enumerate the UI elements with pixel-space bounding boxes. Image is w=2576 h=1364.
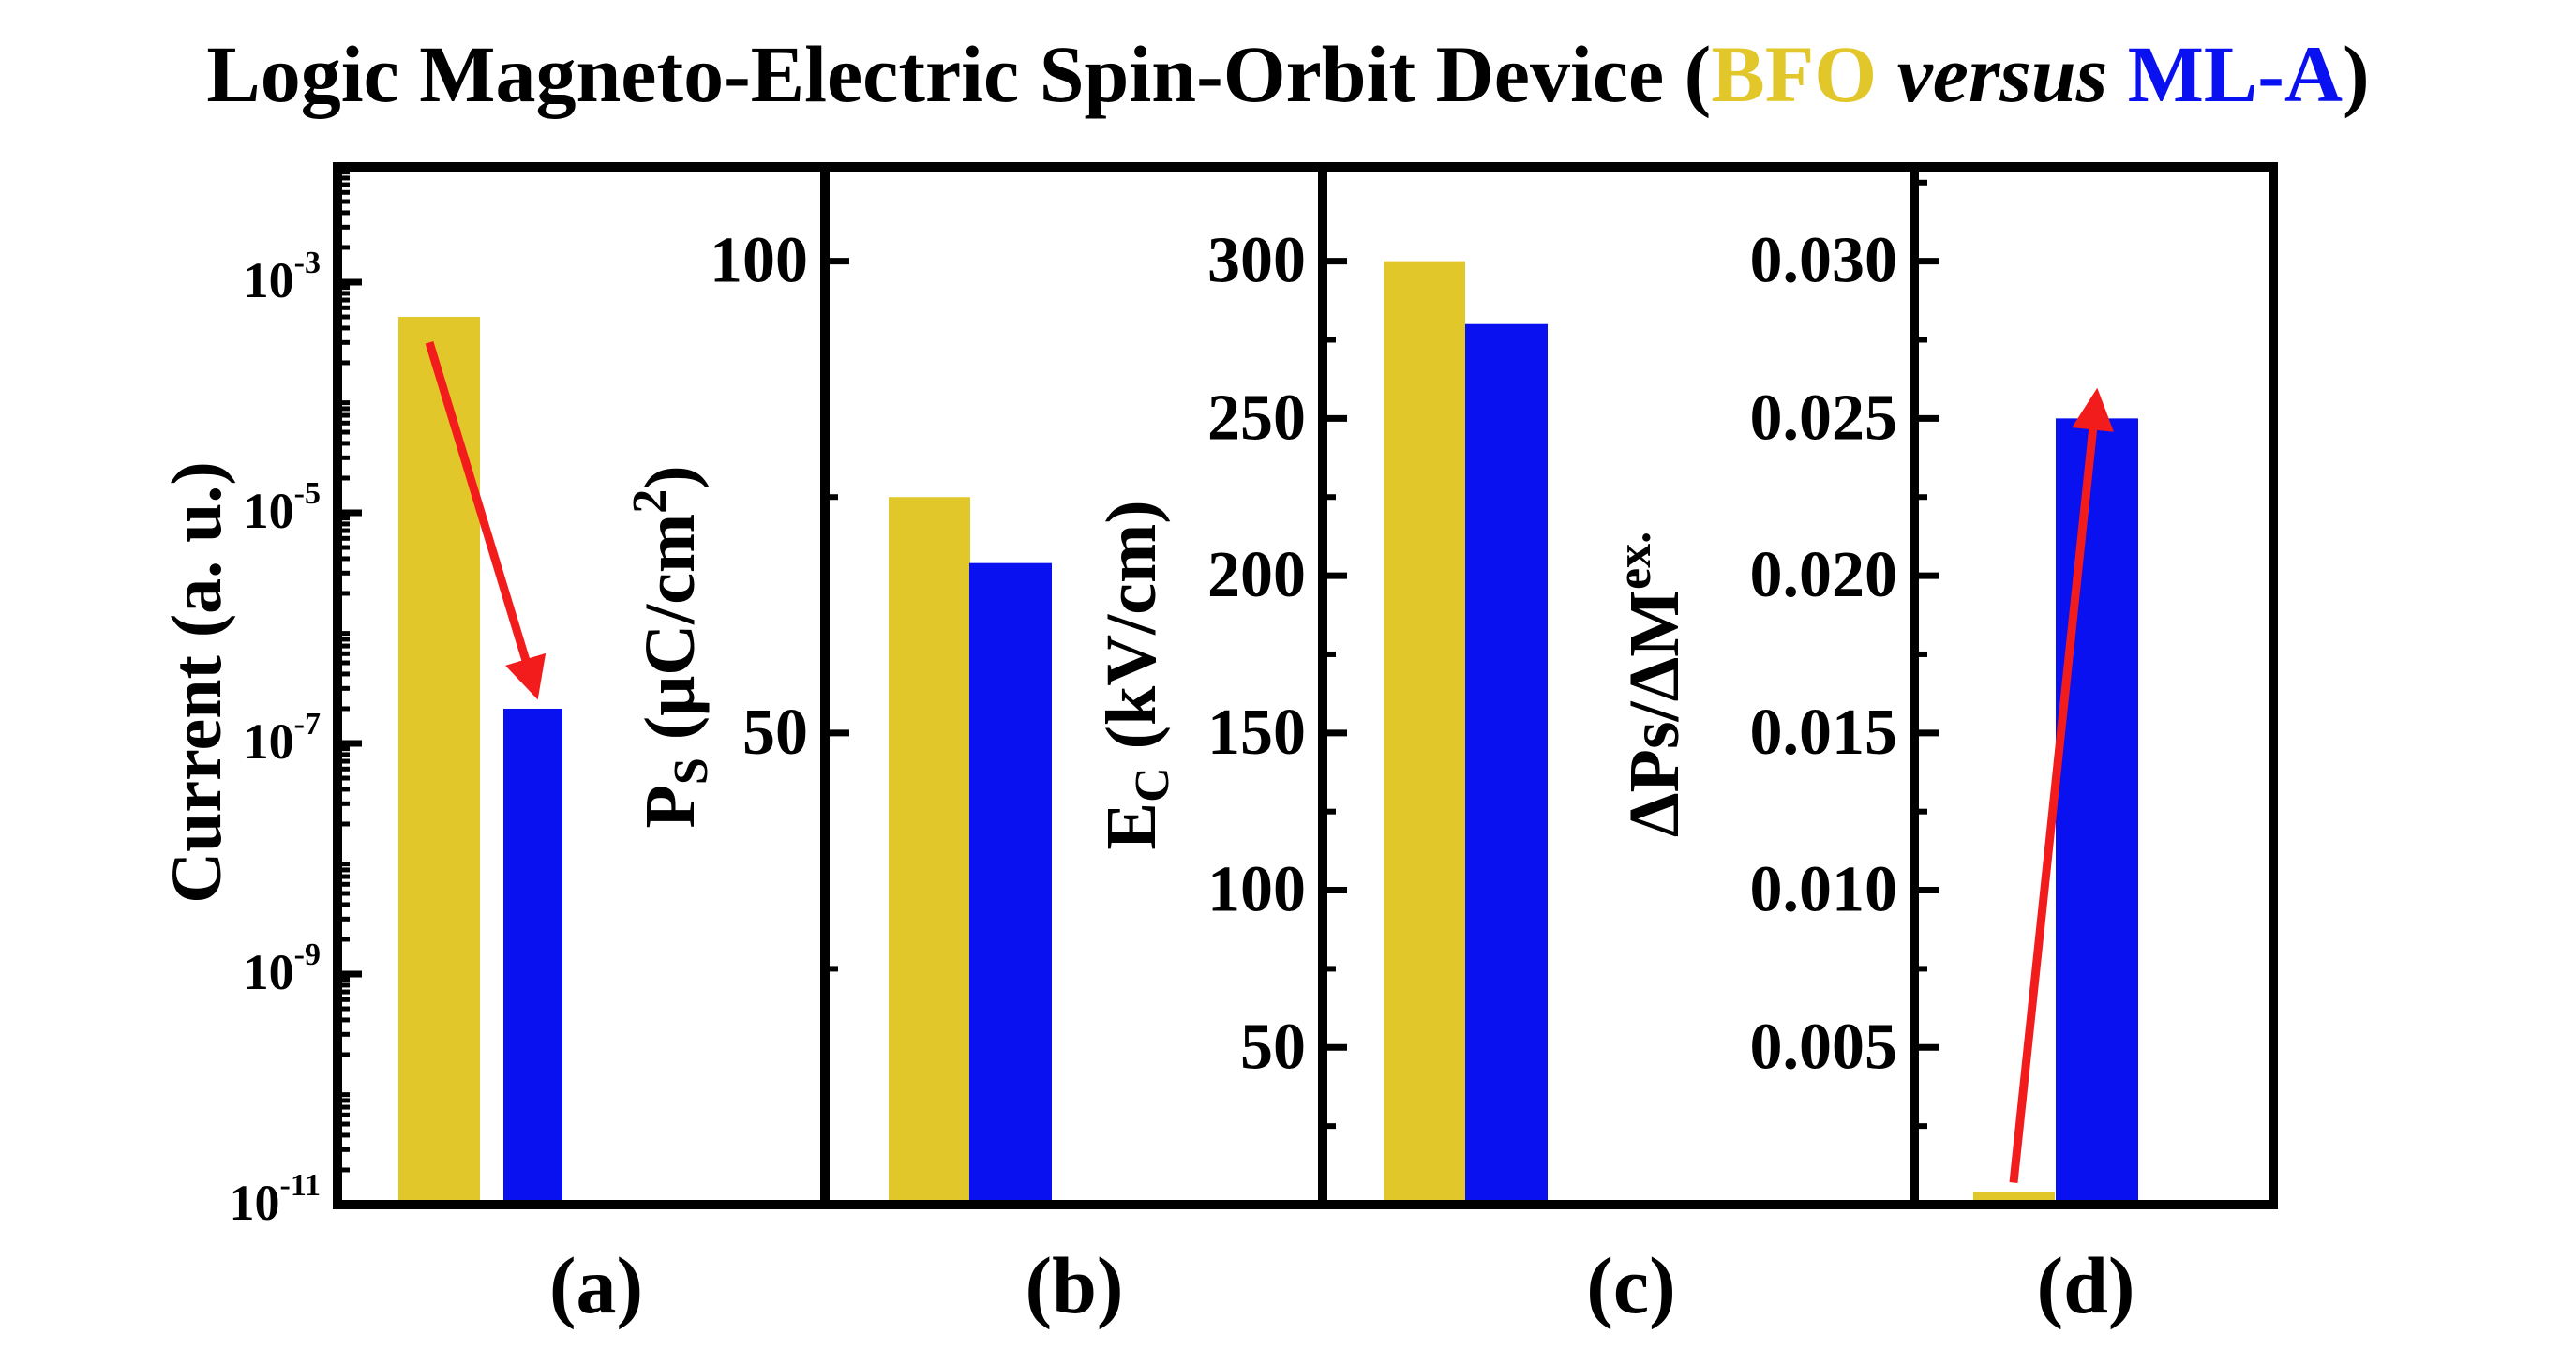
tick-label-a-4: 10-11 <box>230 1168 321 1231</box>
tick-label-exp: -7 <box>294 707 321 742</box>
title-prefix: Logic Magneto-Electric Spin-Orbit Device… <box>206 29 1711 119</box>
tick-label-d-3: 0.015 <box>1750 697 1898 769</box>
panel-c-ylabel-main: E <box>1092 802 1171 850</box>
panel-b-ylabel: PS (μC/cm2) <box>623 465 718 828</box>
panel-d-ylabel: ΔPs/ΔMex. <box>1608 532 1694 837</box>
tick-label-exp: -11 <box>280 1168 321 1203</box>
tick-label-c-1: 250 <box>1207 382 1306 454</box>
bar-a-bfo <box>398 317 480 1205</box>
tick-label-base: 10 <box>244 483 294 539</box>
title-bfo: BFO <box>1711 29 1877 119</box>
tick-label-c-5: 50 <box>1240 1011 1306 1083</box>
tick-label-a-1: 10-5 <box>244 476 321 539</box>
panel-b: 100 50 PS (μC/cm2) (b) <box>623 162 1327 1330</box>
tick-label-a-3: 10-9 <box>244 937 321 1000</box>
panel-d: 0.030 0.025 0.020 0.015 0.010 0.005 ΔPs/ΔMex.… <box>1608 162 2278 1330</box>
panel-d-marks: 0.030 0.025 0.020 0.015 0.010 0.005 <box>1750 162 2278 1209</box>
panel-d-ylabel-sub: ex. <box>1608 532 1661 590</box>
panel-b-label: (b) <box>1025 1240 1123 1330</box>
tick-label-base: 10 <box>230 1175 280 1231</box>
tick-label-base: 10 <box>244 944 294 1000</box>
tick-label-d-2: 0.020 <box>1750 539 1898 611</box>
tick-label-c-3: 150 <box>1207 697 1306 769</box>
title-mla: ML-A <box>2128 29 2343 119</box>
tick-label-a-2: 10-7 <box>244 707 321 770</box>
panel-b-ylabel-sub: S <box>665 757 718 785</box>
tick-label-c-4: 100 <box>1207 854 1306 926</box>
panel-b-ylabel-rest: (μC/cm <box>631 514 710 757</box>
panel-a-label: (a) <box>549 1240 643 1330</box>
panel-b-ylabel-sup: 2 <box>623 489 677 514</box>
bar-b-ml-a <box>969 562 1052 1205</box>
tick-label-d-1: 0.025 <box>1750 382 1898 454</box>
bar-b-bfo <box>889 497 970 1205</box>
tick-label-a-0: 10-3 <box>244 246 321 308</box>
bar-c-ml-a <box>1465 323 1548 1205</box>
panel-c-ylabel-sub: C <box>1126 767 1179 802</box>
panel-b-marks: 100 50 <box>710 162 1327 1209</box>
panel-c-ylabel-rest: (kV/cm) <box>1092 500 1171 767</box>
tick-label-b-0: 100 <box>710 225 808 297</box>
tick-label-d-5: 0.005 <box>1750 1011 1898 1083</box>
panel-b-ylabel-end: ) <box>631 465 710 488</box>
tick-label-d-4: 0.010 <box>1750 854 1898 926</box>
panel-d-ylabel-main: ΔPs/ΔM <box>1615 590 1694 837</box>
panel-c-marks: 300 250 200 150 100 50 <box>1207 162 1919 1209</box>
tick-label-exp: -9 <box>294 937 321 972</box>
panel-a: 10-310-510-710-910-11 Current (a. u.) (a… <box>157 162 830 1330</box>
bar-c-bfo <box>1384 261 1465 1205</box>
arrow-a <box>425 341 547 700</box>
panel-a-ylabel: Current (a. u.) <box>157 461 236 903</box>
tick-label-exp: -3 <box>294 246 321 280</box>
tick-label-b-1: 50 <box>742 697 808 769</box>
tick-label-base: 10 <box>244 713 294 770</box>
panel-c: 300 250 200 150 100 50 EC (kV/cm) (c) <box>1092 162 1919 1330</box>
tick-label-exp: -5 <box>294 476 321 511</box>
chart-title: Logic Magneto-Electric Spin-Orbit Device… <box>206 29 2369 119</box>
tick-label-d-0: 0.030 <box>1750 225 1898 297</box>
title-suffix: ) <box>2343 29 2370 119</box>
panel-b-ylabel-main: P <box>631 785 710 828</box>
panel-c-label: (c) <box>1586 1240 1675 1330</box>
bar-d-ml-a <box>2056 418 2138 1205</box>
tick-label-c-2: 200 <box>1207 539 1306 611</box>
panel-a-marks: 10-310-510-710-910-11 <box>230 162 830 1231</box>
tick-label-base: 10 <box>244 252 294 308</box>
panel-d-label: (d) <box>2036 1240 2134 1330</box>
panel-c-ylabel: EC (kV/cm) <box>1092 500 1179 849</box>
title-versus: versus <box>1877 29 2128 119</box>
arrow-d <box>2009 387 2114 1183</box>
tick-label-c-0: 300 <box>1207 225 1306 297</box>
bar-a-ml-a <box>503 708 562 1205</box>
